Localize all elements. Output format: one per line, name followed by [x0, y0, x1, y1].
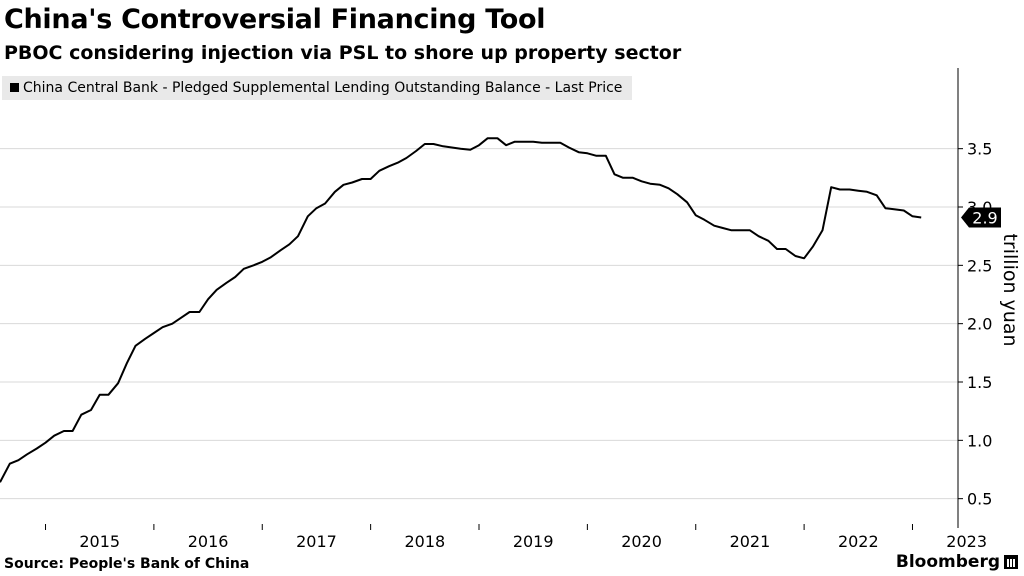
bloomberg-chart-icon	[1004, 555, 1018, 569]
y-tick-label: 2.0	[967, 315, 992, 334]
y-tick-label: 3.5	[967, 140, 992, 159]
x-tick-label: 2021	[730, 532, 771, 551]
x-tick-label: 2016	[188, 532, 229, 551]
chart-title: China's Controversial Financing Tool	[4, 4, 546, 35]
series-line	[0, 137, 922, 483]
x-tick-label: 2017	[296, 532, 337, 551]
x-tick-label: 2020	[621, 532, 662, 551]
brand-name: Bloomberg	[895, 552, 1000, 572]
legend-label: China Central Bank - Pledged Supplementa…	[23, 80, 623, 96]
brand-logo: Bloomberg	[896, 552, 1018, 572]
last-value-badge	[961, 207, 1001, 228]
legend: China Central Bank - Pledged Supplementa…	[2, 76, 633, 100]
y-tick-label: 0.5	[967, 490, 992, 509]
x-tick-label: 2023	[946, 532, 987, 551]
last-value-label: 2.9	[972, 209, 997, 228]
x-tick-label: 2018	[404, 532, 445, 551]
chart-subtitle: PBOC considering injection via PSL to sh…	[4, 42, 682, 64]
legend-swatch-icon	[10, 83, 19, 92]
x-tick-label: 2022	[838, 532, 879, 551]
y-tick-label: 2.5	[967, 256, 992, 275]
source-note: Source: People's Bank of China	[4, 556, 250, 572]
x-tick-label: 2019	[513, 532, 554, 551]
y-axis-label: trillion yuan	[999, 233, 1021, 346]
y-tick-label: 1.0	[967, 431, 992, 450]
y-tick-label: 1.5	[967, 373, 992, 392]
x-tick-label: 2015	[79, 532, 120, 551]
